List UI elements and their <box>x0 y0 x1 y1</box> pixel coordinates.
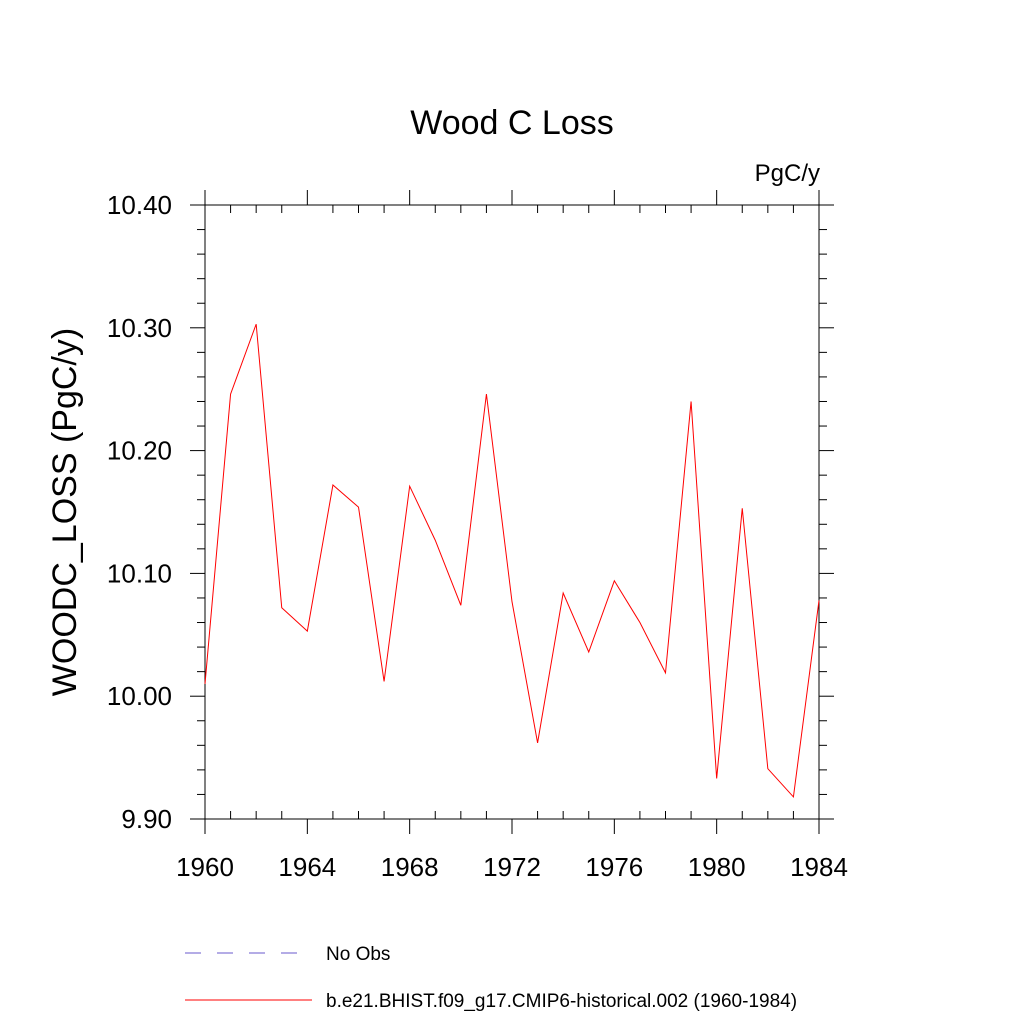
y-tick-label: 10.00 <box>107 681 172 711</box>
data-point <box>690 401 691 402</box>
data-point <box>742 508 743 509</box>
y-tick-label: 9.90 <box>121 804 172 834</box>
chart-title: Wood C Loss <box>410 104 613 142</box>
x-tick-label: 1972 <box>483 852 541 882</box>
plot-frame <box>204 204 820 820</box>
y-axis-label: WOODC_LOSS (PgC/y) <box>46 328 84 696</box>
units-label: PgC/y <box>755 160 820 187</box>
data-point <box>281 607 282 608</box>
data-point <box>204 683 205 684</box>
data-point <box>716 778 717 779</box>
x-tick-label: 1980 <box>688 852 746 882</box>
data-point <box>409 486 410 487</box>
data-point <box>358 506 359 507</box>
data-point <box>486 394 487 395</box>
x-tick-label: 1984 <box>790 852 848 882</box>
data-point <box>307 631 308 632</box>
data-point <box>767 768 768 769</box>
data-point <box>665 672 666 673</box>
data-point <box>563 592 564 593</box>
series-layer <box>204 323 820 799</box>
data-point <box>435 540 436 541</box>
legend-label: b.e21.BHIST.f09_g17.CMIP6-historical.002… <box>326 991 797 1012</box>
data-point <box>793 796 794 797</box>
data-point <box>588 651 589 652</box>
x-tick-label: 1964 <box>278 852 336 882</box>
data-point <box>511 601 512 602</box>
data-point <box>256 324 257 325</box>
data-point <box>614 580 615 581</box>
x-tick-label: 1960 <box>176 852 234 882</box>
major-ticks <box>190 190 834 834</box>
legend-label: No Obs <box>326 944 390 965</box>
data-point <box>230 394 231 395</box>
minor-ticks <box>197 205 827 819</box>
y-tick-label: 10.20 <box>107 436 172 466</box>
x-tick-labels: 1960 1964 1968 1972 1976 1980 1984 <box>176 852 848 882</box>
y-tick-labels: 9.90 10.00 10.10 10.20 10.30 10.40 <box>107 190 172 834</box>
y-tick-label: 10.10 <box>107 558 172 588</box>
data-point <box>332 484 333 485</box>
y-tick-label: 10.30 <box>107 313 172 343</box>
series-line <box>204 323 820 799</box>
data-point <box>639 622 640 623</box>
y-tick-label: 10.40 <box>107 190 172 220</box>
x-tick-label: 1976 <box>585 852 643 882</box>
data-point <box>460 605 461 606</box>
data-point <box>818 600 819 601</box>
data-point <box>383 681 384 682</box>
data-point <box>537 742 538 743</box>
x-tick-label: 1968 <box>381 852 439 882</box>
legend: No Obs b.e21.BHIST.f09_g17.CMIP6-historic… <box>185 944 797 1012</box>
